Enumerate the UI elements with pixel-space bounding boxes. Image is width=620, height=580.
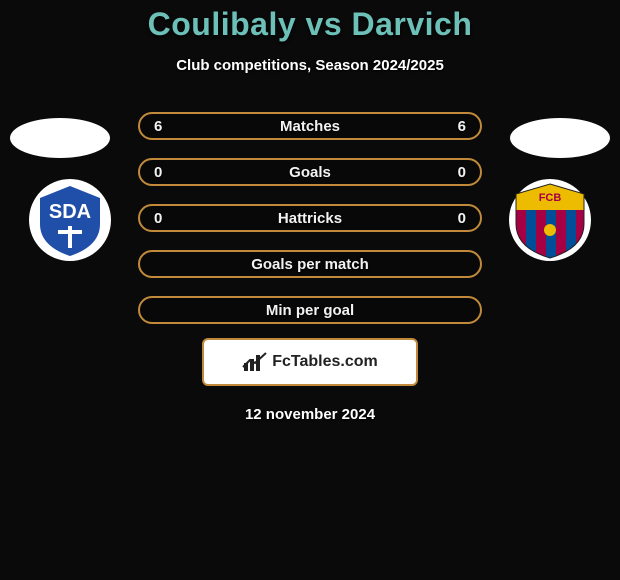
stat-label: Matches [174,118,446,135]
stat-row-goals-per-match: Goals per match [138,250,482,278]
stats-area: SDA FCB [0,112,620,332]
fc-barcelona-icon: FCB [500,178,600,262]
comparison-card: Coulibaly vs Darvich Club competitions, … [0,0,620,423]
stat-right-value: 0 [446,210,466,227]
club-right-badge: FCB [500,178,600,262]
svg-text:FCB: FCB [539,192,562,204]
club-left-badge: SDA [20,178,120,262]
stat-label: Hattricks [174,210,446,227]
player-left-avatar [10,118,110,158]
stat-left-value: 6 [154,118,174,135]
stat-row-matches: 6 Matches 6 [138,112,482,140]
footer-brand-text: FcTables.com [272,353,378,371]
stat-row-goals: 0 Goals 0 [138,158,482,186]
footer-brand-badge[interactable]: FcTables.com [202,338,418,386]
page-title: Coulibaly vs Darvich [0,6,620,43]
subtitle: Club competitions, Season 2024/2025 [0,57,620,74]
stat-left-value: 0 [154,164,174,181]
stat-right-value: 0 [446,164,466,181]
stat-row-hattricks: 0 Hattricks 0 [138,204,482,232]
stat-label: Goals [174,164,446,181]
stat-row-min-per-goal: Min per goal [138,296,482,324]
stat-rows: 6 Matches 6 0 Goals 0 0 Hattricks 0 Goal… [138,112,482,342]
svg-text:SDA: SDA [49,201,91,223]
stat-left-value: 0 [154,210,174,227]
player-right-avatar [510,118,610,158]
sd-amorebieta-icon: SDA [20,178,120,262]
bar-chart-icon [242,351,268,373]
stat-label: Goals per match [174,256,446,273]
date-text: 12 november 2024 [0,406,620,423]
stat-right-value: 6 [446,118,466,135]
stat-label: Min per goal [174,302,446,319]
